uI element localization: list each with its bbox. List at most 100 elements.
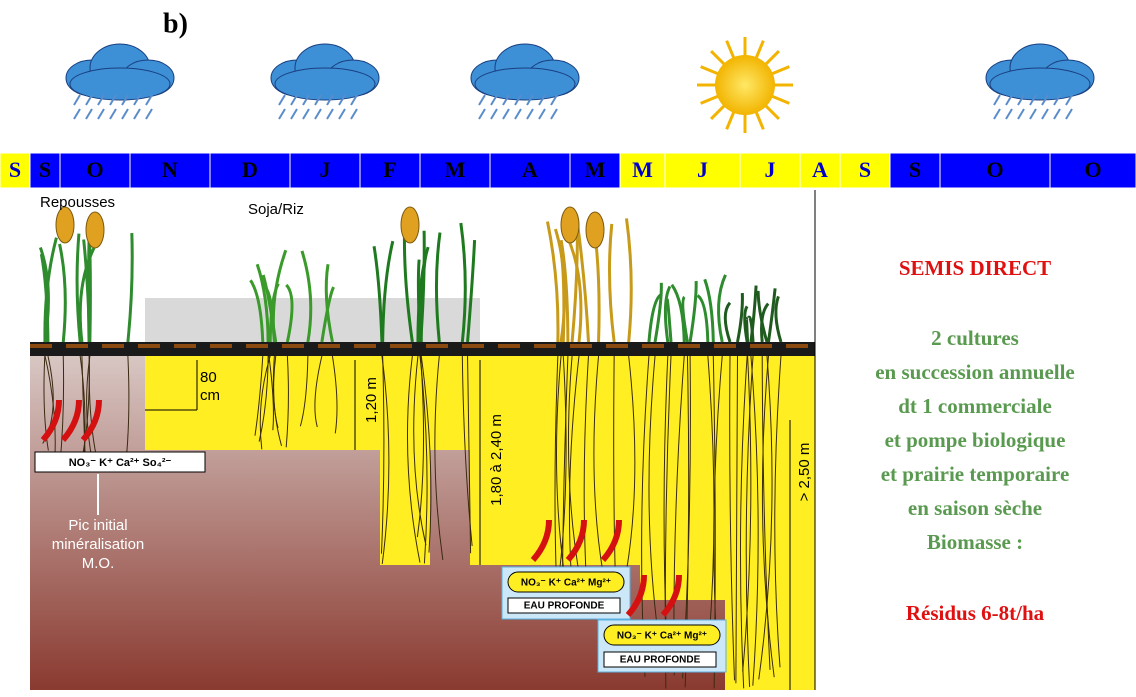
sun-ray — [771, 96, 789, 104]
month-label: A — [522, 157, 538, 182]
rain — [479, 109, 485, 119]
rain — [994, 95, 1000, 105]
stem — [698, 296, 708, 342]
stem — [128, 233, 132, 342]
month-label: M — [632, 157, 653, 182]
month-label: J — [697, 157, 708, 182]
deep-box: NO₃⁻ K⁺ Ca²⁺ Mg²⁺ EAU PROFONDE — [502, 567, 630, 619]
stem — [77, 234, 80, 342]
rain — [539, 109, 545, 119]
rain — [327, 109, 333, 119]
rain — [1042, 109, 1048, 119]
cloud — [475, 68, 575, 100]
rain — [527, 109, 533, 119]
sun-ray — [711, 51, 725, 65]
rain — [1030, 109, 1036, 119]
side-line: Biomasse : — [927, 530, 1023, 554]
month-label: J — [320, 157, 331, 182]
month-label: M — [585, 157, 606, 182]
side-line: 2 cultures — [931, 326, 1019, 350]
ion-label: NO₃⁻ K⁺ Ca²⁺ So₄²⁻ — [69, 457, 172, 469]
month-label: S — [9, 157, 21, 182]
rain — [146, 109, 152, 119]
month-label: M — [445, 157, 466, 182]
month-label: S — [909, 157, 921, 182]
ion-label: NO₃⁻ K⁺ Ca²⁺ Mg²⁺ — [617, 631, 707, 642]
water-label: EAU PROFONDE — [524, 601, 605, 612]
seed-head — [401, 207, 419, 243]
stem — [60, 244, 66, 342]
depth-label: 1,80 à 2,40 m — [488, 414, 505, 506]
stem — [747, 319, 748, 342]
rain — [1018, 109, 1024, 119]
peak-label: Pic initial — [68, 517, 127, 534]
peak-label: M.O. — [82, 555, 115, 572]
crop-label: Repousses — [40, 194, 115, 211]
seed-head — [86, 212, 104, 248]
month-label: A — [812, 157, 828, 182]
sun-ray — [765, 51, 779, 65]
rain — [351, 109, 357, 119]
sun-ray — [756, 41, 764, 59]
rain — [994, 109, 1000, 119]
stem — [626, 218, 631, 342]
side-line: dt 1 commerciale — [898, 394, 1052, 418]
sun-ray — [701, 67, 719, 75]
rain — [339, 109, 345, 119]
rain — [279, 95, 285, 105]
rain — [315, 109, 321, 119]
rain — [1066, 109, 1072, 119]
rain — [110, 109, 116, 119]
water-label: EAU PROFONDE — [620, 655, 701, 666]
sun-ray — [765, 105, 779, 119]
month-label: S — [39, 157, 51, 182]
rain — [291, 109, 297, 119]
month-label: O — [86, 157, 103, 182]
deep-box: NO₃⁻ K⁺ Ca²⁺ Mg²⁺ EAU PROFONDE — [598, 620, 726, 672]
diagram: b) 80 cm 1,20 m 1,80 à 2,40 m > 2,50 m R… — [0, 0, 1136, 697]
side-line: et pompe biologique — [885, 428, 1066, 452]
rain — [122, 109, 128, 119]
stem — [768, 288, 775, 342]
seed-head — [56, 207, 74, 243]
stem — [737, 293, 742, 342]
side-footer: Résidus 6-8t/ha — [906, 601, 1045, 625]
rain — [98, 109, 104, 119]
month-label: O — [1084, 157, 1101, 182]
stem — [672, 285, 684, 342]
side-line: et prairie temporaire — [881, 462, 1070, 486]
sun-ray — [756, 111, 764, 129]
rain — [1006, 109, 1012, 119]
side-line: en saison sèche — [908, 496, 1042, 520]
month-label: O — [986, 157, 1003, 182]
month-label: D — [242, 157, 258, 182]
side-line: en succession annuelle — [875, 360, 1075, 384]
rain — [1054, 109, 1060, 119]
month-label: J — [765, 157, 776, 182]
stem — [776, 296, 781, 342]
cloud — [275, 68, 375, 100]
rain — [515, 109, 521, 119]
sun-ray — [727, 41, 735, 59]
peak-label: minéralisation — [52, 536, 145, 553]
panel-label: b) — [163, 8, 188, 39]
cloud — [70, 68, 170, 100]
stem — [725, 303, 730, 342]
rain — [503, 109, 509, 119]
depth-label: 1,20 m — [363, 377, 380, 423]
stem — [690, 281, 696, 342]
stem — [610, 224, 615, 342]
depth-label: 80 — [200, 369, 217, 386]
rain — [74, 109, 80, 119]
cloud — [990, 68, 1090, 100]
month-label: S — [859, 157, 871, 182]
month-label: N — [162, 157, 178, 182]
sun-ray — [701, 96, 719, 104]
month-label: F — [383, 157, 396, 182]
stem — [719, 275, 726, 342]
sun-ray — [727, 111, 735, 129]
stem — [547, 222, 558, 342]
sun-ray — [771, 67, 789, 75]
depth-label: cm — [200, 387, 220, 404]
rain — [479, 95, 485, 105]
